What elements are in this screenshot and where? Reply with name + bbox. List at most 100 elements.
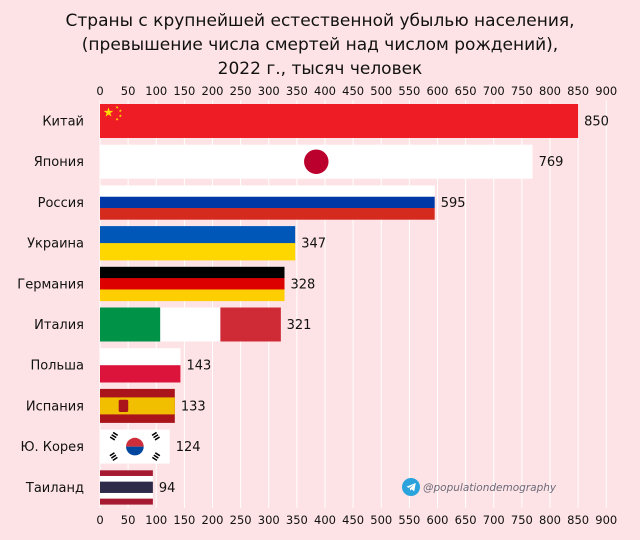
flag-korea-trigram-bar [154,436,160,441]
bars [100,104,579,505]
flag-korea-trigram-bar [112,431,119,437]
value-label: 850 [584,115,609,130]
x-tick-label-bottom: 50 [121,513,136,527]
category-label: Китай [42,115,84,130]
x-tick-label-bottom: 750 [511,513,533,527]
value-label: 321 [287,318,312,333]
flag-thailand-stripe [100,481,153,494]
x-tick-label-top: 550 [398,84,420,98]
x-tick-label-top: 800 [539,84,561,98]
flag-ukraine-stripe [100,226,296,244]
flag-spain-coat-of-arms [118,399,129,413]
watermark-handle[interactable]: @populationdemography [423,482,557,494]
flag-korea-trigram-bar [154,452,161,457]
x-tick-label-top: 250 [230,84,252,98]
flag-germany-stripe [100,289,285,302]
bar [100,470,153,505]
x-tick-label-bottom: 600 [427,513,449,527]
x-tick-label-top: 900 [595,84,617,98]
value-label: 769 [539,155,564,170]
flag-china-big-star [103,107,114,117]
x-tick-label-bottom: 250 [230,513,252,527]
x-tick-label-top: 0 [96,84,103,98]
x-tick-label-top: 350 [286,84,308,98]
x-axis-bottom: 0 50 100 150 200 250 300 350 400 450 500 550 600 650 7… [96,513,617,527]
x-tick-label-bottom: 400 [314,513,336,527]
x-tick-label-bottom: 450 [342,513,364,527]
x-tick-label-bottom: 150 [173,513,195,527]
value-label: 328 [291,277,316,292]
bar [100,348,181,383]
x-tick-label-bottom: 350 [286,513,308,527]
chart-title-line-1: Страны с крупнейшей естественной убылью … [66,11,575,31]
value-label: 347 [301,237,326,252]
chart-title-line-2: (превышение числа смертей над числом рож… [82,35,558,55]
x-tick-label-bottom: 200 [202,513,224,527]
flag-korea-trigram-bar [151,456,158,461]
x-tick-label-bottom: 900 [595,513,617,527]
telegram-icon [402,478,420,496]
flag-korea-trigram [151,452,161,461]
flag-russia-stripe [100,208,435,220]
x-tick-label-top: 200 [202,84,224,98]
x-tick-label-bottom: 650 [455,513,477,527]
flag-korea-trigram [109,431,119,441]
x-tick-label-bottom: 550 [398,513,420,527]
value-label: 133 [181,399,206,414]
bar [100,226,296,261]
x-tick-label-top: 400 [314,84,336,98]
flag-ukraine-stripe [100,243,296,261]
x-axis-top: 0 50 100 150 200 250 300 350 400 450 500 550 600 650 7… [96,84,617,98]
category-labels: Китай Япония Россия Украина Германия Италия По… [17,115,84,496]
x-tick-label-top: 650 [455,84,477,98]
flag-poland-stripe [100,348,181,366]
value-label: 143 [186,359,211,374]
flag-china-small-star [115,105,119,110]
category-label: Польша [30,359,84,374]
x-tick-label-bottom: 700 [483,513,505,527]
x-tick-label-top: 450 [342,84,364,98]
category-label: Таиланд [25,481,84,496]
flag-korea-trigram-bar [109,452,115,457]
x-tick-label-top: 150 [173,84,195,98]
bar [100,185,435,220]
x-tick-label-bottom: 850 [567,513,589,527]
bar [100,104,579,138]
x-tick-label-top: 50 [121,84,136,98]
flag-russia-stripe [100,185,435,198]
x-tick-label-bottom: 100 [145,513,167,527]
flag-korea-trigram-bar [112,456,118,461]
flag-thailand-stripe [100,492,153,499]
telegram-icon-circle [402,478,420,496]
flag-korea-trigram-bar [110,454,117,459]
flag-thailand-stripe [100,470,153,477]
x-tick-label-bottom: 500 [370,513,392,527]
bar [100,144,533,179]
category-label: Испания [26,399,84,414]
flag-korea-trigram-bar [151,431,158,437]
flag-italy-stripe [100,307,161,342]
flag-italy-stripe [160,307,221,342]
value-labels: 850 769 595 347 328 321 143 133 124 94 [159,115,609,496]
value-label: 94 [159,481,176,496]
watermark: @populationdemography [402,478,557,496]
x-tick-label-top: 850 [567,84,589,98]
flag-china-field [100,104,579,138]
telegram-icon-plane [406,483,416,492]
flag-thailand-stripe [100,498,153,505]
category-label: Япония [34,155,84,170]
bar [100,307,281,342]
x-tick-label-top: 300 [258,84,280,98]
flag-korea-trigram-bar [153,454,159,459]
x-tick-label-top: 500 [370,84,392,98]
flag-poland-stripe [100,365,181,383]
flag-korea-trigram [109,452,118,461]
category-label: Германия [17,277,84,292]
category-label: Италия [34,318,84,333]
chart-title: Страны с крупнейшей естественной убылью … [66,11,575,79]
bar [100,388,175,423]
flag-korea-taeguk-red [126,437,144,447]
flag-korea-trigram-bar [153,434,159,439]
flag-thailand-stripe [100,475,153,482]
flag-spain-yellow [100,397,175,415]
